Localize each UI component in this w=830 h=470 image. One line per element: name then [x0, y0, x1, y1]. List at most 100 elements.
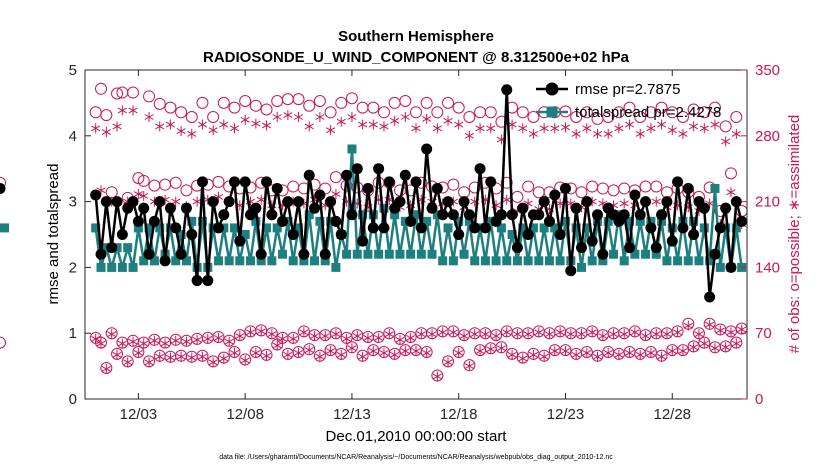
obs_assimilated_low-point	[245, 327, 256, 338]
obs_assimilated_low-point	[438, 327, 448, 338]
rmse-point	[399, 169, 411, 181]
totalspread-point	[534, 256, 544, 266]
obs_assimilated_low-point	[523, 329, 533, 340]
totalspread-point	[133, 223, 143, 233]
totalspread-point	[646, 216, 656, 226]
rmse-point	[501, 84, 513, 96]
rmse-point	[287, 229, 299, 240]
totalspread-point	[96, 262, 106, 272]
obs_possible-point	[95, 82, 108, 95]
obs_assimilated-point	[486, 123, 496, 134]
rmse-point	[688, 229, 700, 240]
totalspread-point	[512, 256, 522, 266]
obs_assimilated-point	[400, 112, 410, 122]
rmse-point	[725, 261, 737, 273]
obs_assimilated_low-point	[272, 340, 282, 351]
obs_assimilated_low-point	[576, 329, 587, 340]
obs_assimilated_low-point	[149, 335, 159, 346]
rmse-point	[458, 196, 470, 208]
obs_assimilated-point	[368, 119, 378, 130]
rmse-point	[624, 242, 636, 254]
totalspread-point	[0, 223, 9, 233]
obs_assimilated_low-point	[619, 329, 629, 340]
totalspread-point	[197, 216, 207, 226]
obs_assimilated_low-point	[614, 349, 624, 360]
obs_assimilated-point	[731, 128, 741, 139]
obs_assimilated-point	[304, 121, 314, 132]
rmse-point	[314, 189, 326, 201]
obs_assimilated-point	[139, 190, 149, 201]
legend-totalspread-label: totalspread pr=2.4278	[575, 104, 721, 121]
obs_assimilated_low-point	[358, 351, 368, 362]
obs_possible-point	[100, 109, 113, 122]
obs_assimilated_low-point	[144, 357, 154, 368]
rmse-line	[94, 88, 743, 299]
obs_assimilated_low-point	[406, 332, 416, 343]
obs_assimilated_low-point	[192, 334, 202, 345]
totalspread-point	[619, 256, 629, 266]
rmse-point	[191, 275, 203, 287]
totalspread-point	[123, 243, 133, 253]
obs_possible-point	[666, 106, 679, 119]
obs_assimilated_low-point	[512, 329, 523, 340]
obs_assimilated-point	[251, 118, 261, 129]
rmse-point	[736, 215, 748, 227]
rmse-point	[154, 196, 166, 208]
rmse-point	[533, 209, 545, 221]
totalspread-point	[555, 256, 565, 266]
obs_possible-point	[180, 184, 193, 197]
obs_assimilated-point	[571, 128, 581, 139]
obs_assimilated_low-point	[411, 346, 421, 357]
obs_assimilated_low-point	[197, 351, 208, 362]
totalspread-point	[427, 249, 437, 259]
obs_assimilated-point	[208, 125, 218, 136]
totalspread-point	[438, 256, 448, 266]
obs_possible-point	[730, 111, 743, 123]
obs_assimilated_low-point	[598, 331, 608, 342]
obs_assimilated-point	[336, 116, 346, 127]
totalspread-point	[571, 223, 581, 233]
obs_assimilated_low-point	[587, 327, 597, 338]
obs_assimilated_low-point	[133, 347, 143, 358]
totalspread-point	[673, 256, 683, 266]
obs_assimilated-point	[454, 119, 464, 130]
totalspread-point	[577, 262, 586, 272]
rmse-point	[682, 182, 694, 194]
rmse-point	[367, 222, 379, 234]
rmse-point	[538, 196, 550, 208]
obs_assimilated-point	[502, 194, 512, 205]
obs_possible-point	[329, 171, 342, 184]
rmse-point	[394, 196, 406, 208]
rmse-point	[293, 196, 305, 208]
obs_assimilated-point	[635, 128, 645, 139]
obs_assimilated_low-point	[331, 329, 341, 340]
totalspread-point	[710, 183, 720, 193]
obs_assimilated_low-point	[694, 329, 704, 340]
rmse-point	[378, 222, 390, 234]
obs_possible-point	[367, 101, 380, 114]
rmse-point	[506, 209, 518, 221]
obs_assimilated-point	[443, 115, 453, 126]
obs_assimilated-point	[699, 123, 709, 134]
obs_possible-point	[292, 93, 305, 106]
obs_assimilated-point	[128, 105, 138, 116]
obs_assimilated-point	[331, 189, 341, 200]
obs_possible-point	[239, 95, 252, 108]
rmse-point	[303, 169, 315, 181]
totalspread-point	[443, 223, 453, 233]
obs_assimilated_low-point	[123, 357, 133, 368]
obs_assimilated-point	[272, 112, 282, 122]
obs_assimilated_low-point	[544, 329, 555, 340]
totalspread-point	[117, 262, 127, 272]
totalspread-point	[731, 223, 741, 233]
obs_assimilated-point	[432, 123, 442, 134]
rmse-point	[148, 215, 160, 227]
totalspread-point	[625, 216, 635, 226]
totalspread-point	[550, 223, 560, 233]
totalspread-point	[246, 256, 255, 266]
obs_assimilated-point	[192, 196, 202, 207]
y-left-tick-label: 3	[69, 194, 77, 211]
rmse-point	[100, 196, 112, 208]
obs_possible-point	[303, 99, 316, 112]
rmse-point	[656, 209, 668, 221]
